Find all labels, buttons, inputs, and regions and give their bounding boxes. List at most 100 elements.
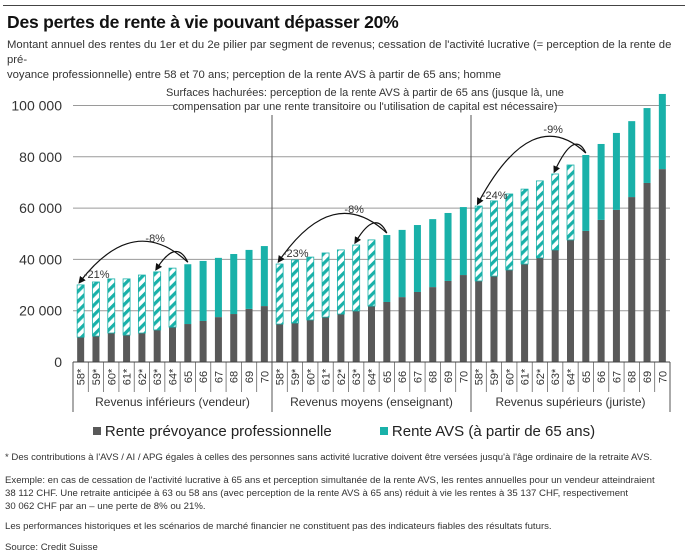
legend-label-bvg: Rente prévoyance professionnelle [104, 422, 332, 440]
bar-avs-hatched [367, 239, 376, 307]
change-arrow [155, 251, 189, 271]
x-tick-label: 70 [657, 371, 669, 383]
bar-avs [245, 249, 253, 309]
bar-bvg [490, 276, 498, 362]
bar-avs [612, 132, 620, 210]
change-arrow [354, 222, 388, 245]
bar-avs [628, 121, 636, 198]
top-rule [3, 5, 685, 6]
bar-bvg [352, 310, 360, 362]
bar-bvg [567, 239, 574, 362]
bar-avs [597, 143, 605, 220]
bar-bvg [276, 324, 284, 362]
bar-avs-hatched [76, 284, 85, 338]
x-tick-label: 68 [229, 371, 241, 383]
bar-avs-hatched [153, 271, 162, 331]
bar-avs-hatched [535, 180, 544, 259]
footnote-example: Exemple: en cas de cessation de l'activi… [5, 474, 681, 513]
group-label: Revenus moyens (enseignant) [290, 395, 453, 409]
bar-bvg [291, 323, 299, 362]
bar-bvg [551, 249, 559, 362]
x-tick-label: 69 [642, 371, 654, 383]
footnote-disclaimer: Les performances historiques et les scén… [5, 521, 552, 532]
bar-bvg [260, 306, 268, 362]
bar-bvg [199, 320, 207, 362]
footnote-source: Source: Credit Suisse [5, 542, 98, 553]
bar-bvg [628, 197, 636, 362]
x-tick-label: 68 [627, 371, 639, 383]
y-tick-label: 0 [54, 354, 62, 370]
change-label: -24% [482, 190, 508, 202]
bar-bvg [597, 219, 605, 362]
footnote-asterisk: * Des contributions à l'AVS / AI / APG é… [5, 452, 653, 463]
bar-avs-hatched [291, 259, 299, 324]
x-tick-label: 65 [581, 371, 593, 383]
example-line-1: Exemple: en cas de cessation de l'activi… [5, 475, 655, 486]
bar-bvg [337, 314, 345, 362]
bar-bvg [413, 291, 421, 362]
x-tick-label: 67 [412, 371, 424, 383]
x-axis: 58* 59* 60* 61* 62* 63* 64* 65 66 67 68 69 70Revenus… [72, 110, 671, 412]
change-label: -23% [283, 248, 309, 260]
legend: Rente prévoyance professionnelle Rente A… [0, 422, 688, 440]
bar-bvg [536, 257, 544, 362]
annotations: Surfaces hachurées: perception de la ren… [78, 83, 587, 284]
bar-bvg [368, 306, 375, 362]
hatch-note-line-1: Surfaces hachurées: perception de la ren… [166, 87, 564, 99]
change-arrow [78, 240, 189, 284]
x-tick-label: 62* [137, 368, 149, 385]
bar-avs-hatched [352, 244, 361, 312]
x-tick-label: 65 [183, 371, 195, 383]
bar-avs [230, 254, 238, 315]
bar-avs-hatched [122, 278, 131, 336]
change-label: -9% [543, 124, 563, 136]
legend-label-avs: Rente AVS (à partir de 65 ans) [391, 422, 596, 440]
x-tick-label: 59* [91, 368, 103, 385]
change-arrow [476, 135, 587, 206]
bar-avs [199, 260, 207, 321]
legend-swatch-bvg [92, 427, 101, 435]
y-tick-label: 20 000 [19, 303, 62, 319]
bar-bvg [92, 336, 100, 362]
x-tick-label: 61* [321, 368, 333, 385]
y-tick-label: 40 000 [19, 251, 62, 267]
x-tick-label: 59* [290, 368, 302, 385]
bar-bvg [153, 329, 161, 362]
change-label: -8% [145, 233, 165, 245]
y-tick-label: 100 000 [11, 98, 62, 114]
y-tick-label: 60 000 [19, 200, 62, 216]
bar-bvg [658, 169, 666, 362]
chart-title: Des pertes de rente à vie pouvant dépass… [7, 12, 399, 32]
x-tick-label: 67 [611, 371, 623, 383]
bar-bvg [475, 280, 483, 362]
bar-bvg [77, 337, 85, 362]
x-tick-label: 60* [106, 368, 118, 385]
bar-bvg [612, 209, 620, 362]
bar-bvg [123, 335, 131, 362]
chart-subtitle: Montant annuel des rentes du 1er et du 2… [7, 38, 683, 83]
change-label: -21% [84, 269, 110, 281]
bar-avs-hatched [336, 249, 345, 315]
bar-avs [184, 264, 192, 325]
bar-bvg [107, 333, 115, 362]
bar-avs-hatched [306, 256, 315, 321]
x-tick-label: 65 [382, 371, 394, 383]
x-tick-label: 66 [596, 371, 608, 383]
x-tick-label: 63* [550, 368, 562, 385]
x-tick-label: 64* [367, 368, 379, 385]
x-tick-label: 64* [566, 368, 578, 385]
bar-bvg [459, 275, 467, 362]
group-label: Revenus supérieurs (juriste) [495, 395, 645, 409]
subtitle-line-1: Montant annuel des rentes du 1er et du 2… [7, 39, 672, 66]
x-tick-label: 70 [259, 371, 271, 383]
bar-avs-hatched [551, 173, 560, 251]
bar-avs [383, 235, 391, 302]
bar-avs [459, 207, 467, 276]
bar-bvg [383, 301, 391, 362]
subtitle-line-2: voyance professionnelle) entre 58 et 70 … [7, 69, 502, 81]
legend-item-bvg: Rente prévoyance professionnelle [92, 422, 332, 440]
bar-avs-hatched [92, 281, 100, 337]
legend-item-avs: Rente AVS (à partir de 65 ans) [379, 422, 596, 440]
bar-bvg [643, 182, 651, 362]
x-tick-label: 69 [443, 371, 455, 383]
